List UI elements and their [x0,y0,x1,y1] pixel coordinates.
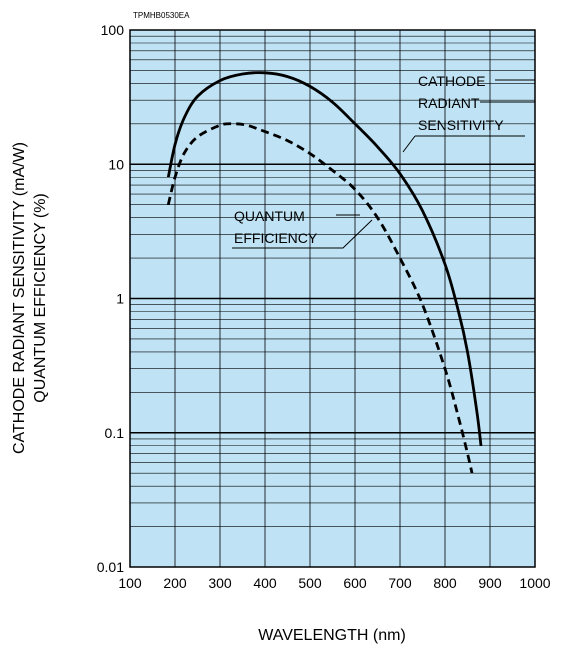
x-tick-label: 800 [433,575,457,591]
quantum-label-line-1: QUANTUM [234,208,305,224]
cathode-label-line-3: SENSITIVITY [418,117,504,133]
x-tick-label: 300 [208,575,232,591]
y-tick-label: 100 [101,22,125,38]
cathode-leader [402,135,525,153]
x-tick-label: 900 [478,575,502,591]
cathode-sensitivity-line [166,71,483,446]
x-tick-label: 1000 [519,575,550,591]
y-tick-label: 1 [116,291,124,307]
x-tick-label: 400 [253,575,277,591]
y-tick-label: 0.1 [105,425,125,441]
x-tick-label: 200 [163,575,187,591]
cathode-label-line-1: CATHODE [418,73,485,89]
x-tick-label: 600 [343,575,367,591]
major-grid [130,30,535,567]
x-tick-label: 100 [118,575,142,591]
quantum-label-line-2: EFFICIENCY [234,230,318,246]
series-layer [166,71,483,474]
x-tick-label: 500 [298,575,322,591]
y-axis-title-line-2: QUANTUM EFFICIENCY (%) [32,193,49,402]
x-tick-label: 700 [388,575,412,591]
x-tick-labels: 100 200 300 400 500 600 700 800 900 1000 [118,575,550,591]
y-tick-label: 0.01 [97,559,124,575]
label-leaders [232,79,535,249]
y-axis-title-line-1: CATHODE RADIANT SENSITIVITY (mA/W) [11,142,28,454]
cathode-label-line-2: RADIANT [418,95,480,111]
figure-code: TPMHB0530EA [133,11,190,20]
x-axis-title: WAVELENGTH (nm) [258,627,406,644]
quantum-efficiency-line [166,122,474,474]
y-tick-labels: 0.01 0.1 1 10 100 [97,22,124,575]
quantum-label: QUANTUM EFFICIENCY [234,208,318,246]
quantum-leader [232,219,373,249]
cathode-label: CATHODE RADIANT SENSITIVITY [418,73,504,133]
plot-frame [129,29,536,568]
y-tick-label: 10 [108,156,124,172]
